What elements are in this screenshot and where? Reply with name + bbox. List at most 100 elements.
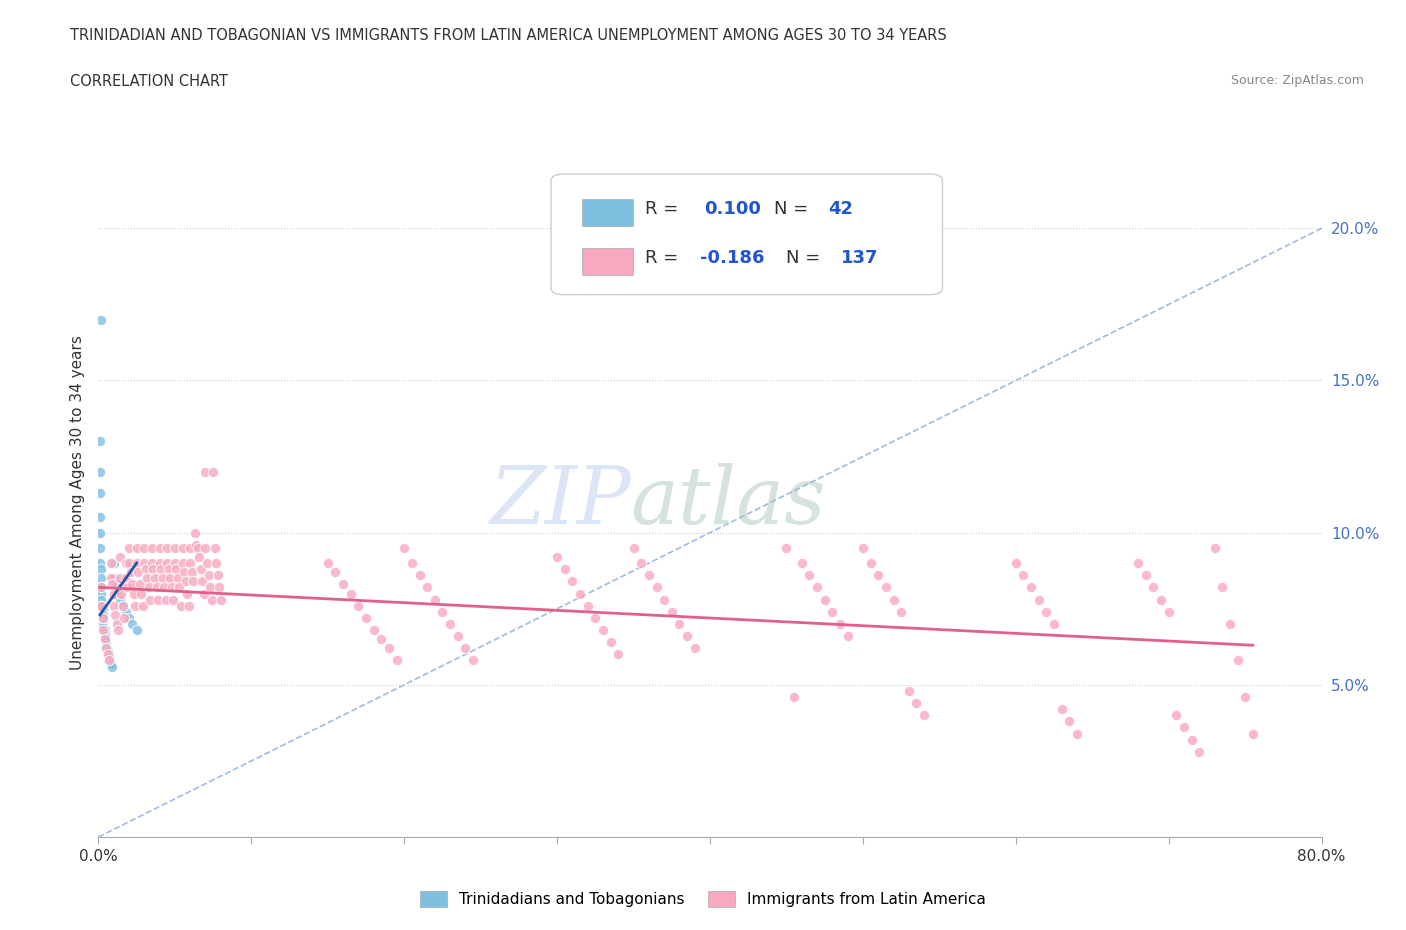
Point bbox=[94, 635, 117, 650]
Point bbox=[93, 622, 115, 637]
Point bbox=[125, 540, 148, 555]
Point bbox=[146, 592, 169, 607]
Point bbox=[132, 598, 155, 613]
Point bbox=[89, 464, 111, 479]
Point bbox=[125, 622, 148, 637]
Point bbox=[138, 580, 160, 595]
Point bbox=[167, 571, 190, 586]
Point bbox=[912, 708, 935, 723]
Point bbox=[157, 562, 180, 577]
Point bbox=[1188, 744, 1211, 759]
Point bbox=[90, 586, 112, 601]
Point bbox=[150, 562, 173, 577]
Point bbox=[209, 592, 232, 607]
Point bbox=[118, 610, 141, 625]
Point bbox=[190, 562, 212, 577]
Point bbox=[599, 635, 621, 650]
Point bbox=[91, 607, 114, 622]
FancyBboxPatch shape bbox=[551, 174, 942, 295]
Point bbox=[630, 555, 652, 570]
Point bbox=[676, 629, 699, 644]
Point bbox=[783, 689, 806, 704]
Point bbox=[134, 555, 156, 570]
Point bbox=[432, 604, 454, 619]
Point bbox=[181, 574, 204, 589]
Point bbox=[159, 571, 181, 586]
Point bbox=[1241, 726, 1264, 741]
Point bbox=[1128, 555, 1150, 570]
Point bbox=[173, 565, 195, 579]
Point bbox=[423, 592, 446, 607]
Point bbox=[91, 622, 114, 637]
Point bbox=[852, 540, 875, 555]
Point bbox=[204, 540, 226, 555]
Point bbox=[814, 592, 837, 607]
Point bbox=[153, 580, 176, 595]
Point bbox=[105, 586, 128, 601]
Point bbox=[883, 592, 905, 607]
Point bbox=[90, 598, 112, 613]
Point bbox=[93, 631, 115, 646]
Point bbox=[385, 653, 408, 668]
Point bbox=[875, 580, 897, 595]
Point bbox=[569, 586, 592, 601]
Legend: Trinidadians and Tobagonians, Immigrants from Latin America: Trinidadians and Tobagonians, Immigrants… bbox=[413, 884, 993, 913]
FancyBboxPatch shape bbox=[582, 199, 633, 226]
Text: 0.100: 0.100 bbox=[704, 200, 761, 218]
Point bbox=[1211, 580, 1233, 595]
Point bbox=[1012, 568, 1035, 583]
Point bbox=[1004, 555, 1026, 570]
Point bbox=[172, 555, 194, 570]
Point bbox=[89, 485, 111, 500]
Point bbox=[461, 653, 484, 668]
Point bbox=[103, 555, 125, 570]
Point bbox=[97, 647, 120, 662]
Point bbox=[135, 562, 157, 577]
Point bbox=[152, 571, 174, 586]
Point bbox=[162, 592, 184, 607]
Point bbox=[136, 571, 159, 586]
Point bbox=[347, 598, 370, 613]
Point bbox=[905, 696, 928, 711]
Point bbox=[683, 641, 706, 656]
Point bbox=[97, 644, 120, 658]
Text: atlas: atlas bbox=[630, 463, 825, 541]
Point bbox=[101, 659, 124, 674]
Point bbox=[118, 555, 141, 570]
Point bbox=[165, 562, 187, 577]
Point bbox=[1226, 653, 1249, 668]
Point bbox=[1234, 689, 1257, 704]
Point bbox=[200, 592, 222, 607]
Point bbox=[89, 540, 111, 555]
Point bbox=[837, 629, 859, 644]
Point bbox=[104, 607, 127, 622]
Point bbox=[125, 555, 148, 570]
Text: ZIP: ZIP bbox=[489, 463, 630, 541]
Point bbox=[121, 577, 143, 591]
Point bbox=[191, 574, 214, 589]
Point bbox=[129, 586, 152, 601]
Point bbox=[100, 555, 122, 570]
Point bbox=[90, 598, 112, 613]
Point bbox=[195, 555, 218, 570]
Point bbox=[607, 647, 630, 662]
Point bbox=[100, 571, 122, 586]
Point bbox=[98, 653, 121, 668]
Point bbox=[94, 641, 117, 656]
Point bbox=[103, 598, 125, 613]
Point bbox=[623, 540, 645, 555]
Point bbox=[93, 631, 115, 646]
Point bbox=[105, 617, 128, 631]
Point bbox=[186, 538, 208, 552]
Point bbox=[1219, 617, 1241, 631]
Point bbox=[180, 565, 202, 579]
Point bbox=[652, 592, 675, 607]
Point bbox=[392, 540, 416, 555]
Point bbox=[197, 568, 219, 583]
Point bbox=[439, 617, 461, 631]
Point bbox=[339, 586, 361, 601]
Text: 137: 137 bbox=[841, 249, 879, 267]
Point bbox=[98, 653, 121, 668]
Point bbox=[142, 562, 165, 577]
Point bbox=[179, 555, 201, 570]
